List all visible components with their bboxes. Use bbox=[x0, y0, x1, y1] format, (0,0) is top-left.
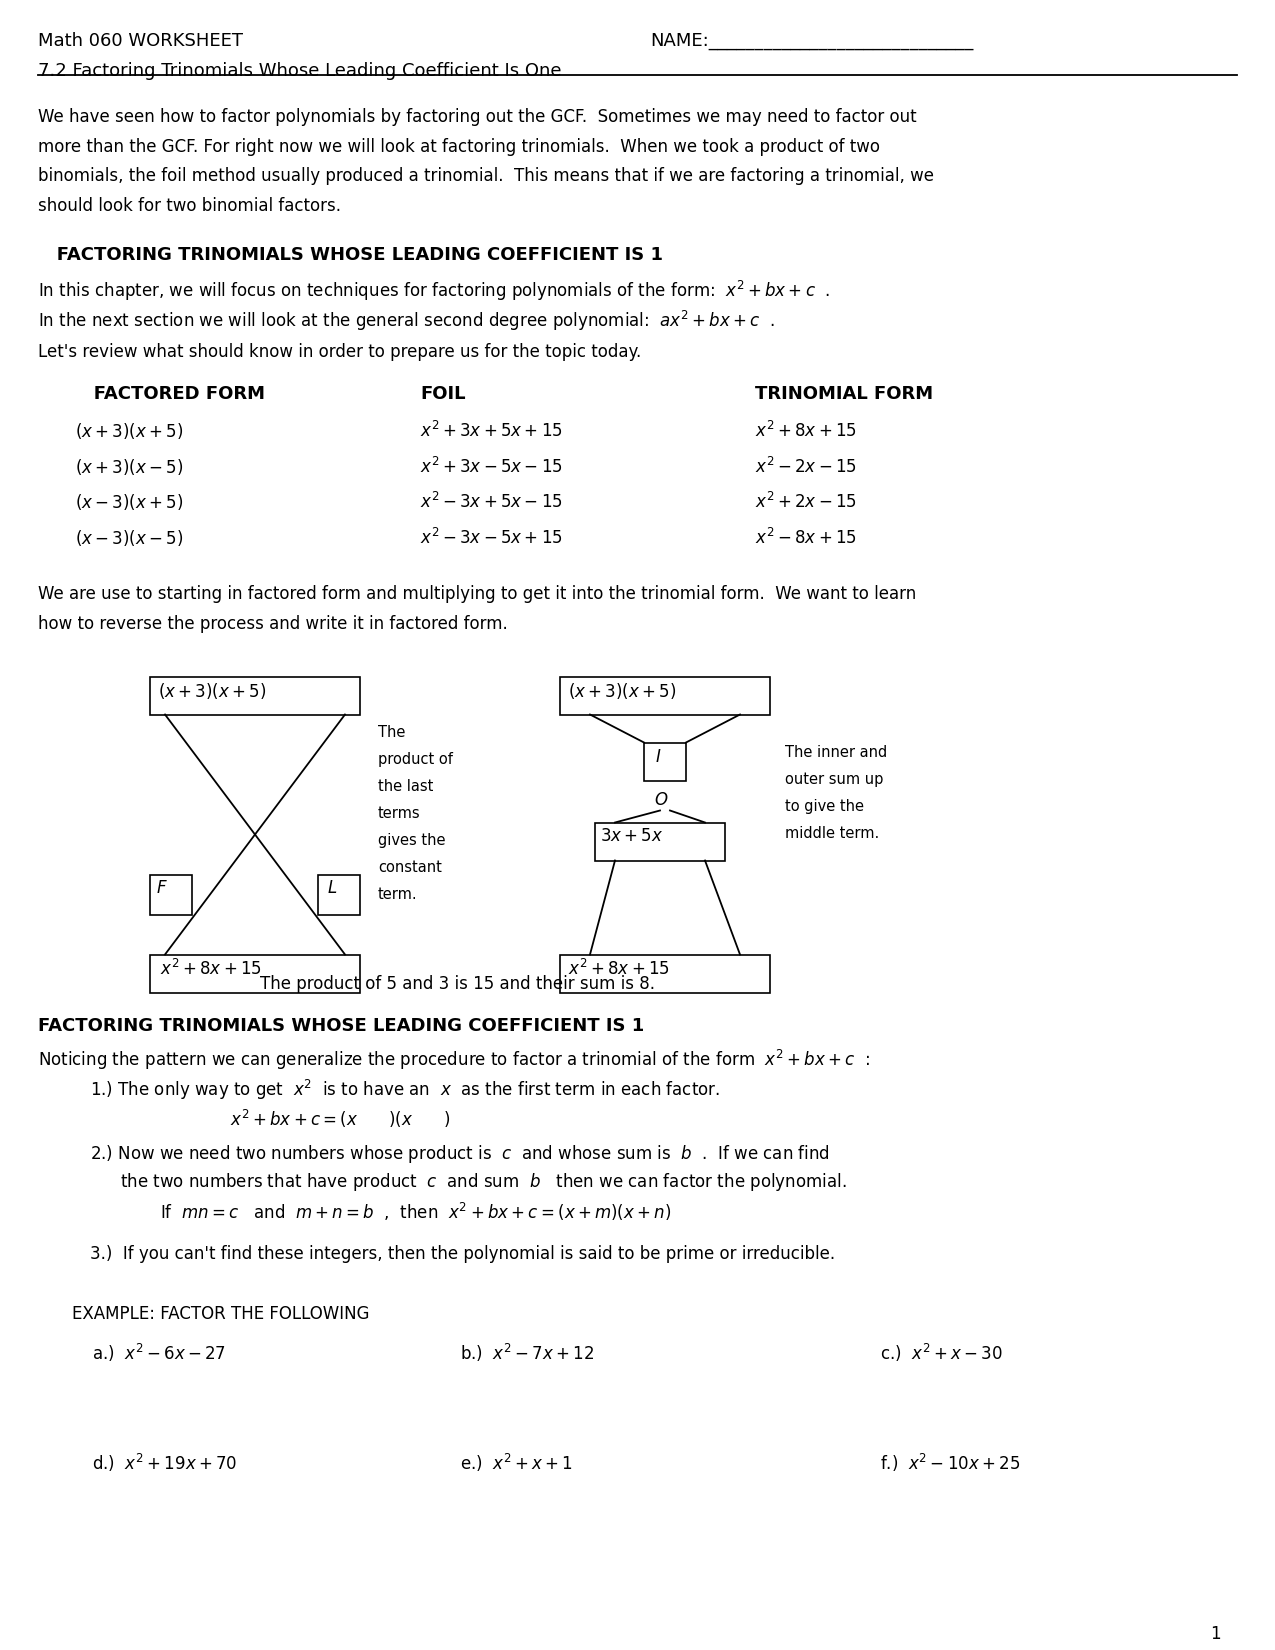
Text: FACTORED FORM: FACTORED FORM bbox=[75, 384, 265, 403]
Text: The inner and: The inner and bbox=[785, 744, 887, 759]
Bar bbox=[560, 954, 770, 993]
Text: e.)  $x^2+x+1$: e.) $x^2+x+1$ bbox=[460, 1452, 572, 1473]
Text: product of: product of bbox=[377, 751, 453, 767]
Bar bbox=[644, 742, 686, 780]
Text: $x^2-2x-15$: $x^2-2x-15$ bbox=[755, 457, 857, 477]
Text: $(x-3)(x-5)$: $(x-3)(x-5)$ bbox=[75, 528, 184, 548]
Text: FACTORING TRINOMIALS WHOSE LEADING COEFFICIENT IS 1: FACTORING TRINOMIALS WHOSE LEADING COEFF… bbox=[38, 1016, 644, 1035]
Bar bbox=[150, 954, 360, 993]
Text: F: F bbox=[157, 878, 167, 896]
Text: NAME:_____________________________: NAME:_____________________________ bbox=[650, 31, 973, 50]
Text: Noticing the pattern we can generalize the procedure to factor a trinomial of th: Noticing the pattern we can generalize t… bbox=[38, 1048, 870, 1071]
Text: $(x+3)(x-5)$: $(x+3)(x-5)$ bbox=[75, 457, 184, 477]
Text: $x^2+8x+15$: $x^2+8x+15$ bbox=[159, 959, 261, 978]
Text: FOIL: FOIL bbox=[419, 384, 465, 403]
Text: gives the: gives the bbox=[377, 833, 445, 848]
Text: terms: terms bbox=[377, 805, 421, 820]
Text: middle term.: middle term. bbox=[785, 825, 880, 840]
Text: a.)  $x^2-6x-27$: a.) $x^2-6x-27$ bbox=[92, 1341, 226, 1363]
Bar bbox=[150, 676, 360, 714]
Text: L: L bbox=[328, 878, 338, 896]
Text: term.: term. bbox=[377, 886, 418, 901]
Text: 1: 1 bbox=[1210, 1625, 1220, 1643]
Bar bbox=[595, 822, 725, 861]
Text: $x^2+3x-5x-15$: $x^2+3x-5x-15$ bbox=[419, 457, 562, 477]
Text: 7.2 Factoring Trinomials Whose Leading Coefficient Is One: 7.2 Factoring Trinomials Whose Leading C… bbox=[38, 63, 561, 79]
Text: The product of 5 and 3 is 15 and their sum is 8.: The product of 5 and 3 is 15 and their s… bbox=[260, 975, 655, 993]
Text: outer sum up: outer sum up bbox=[785, 772, 884, 787]
Text: In the next section we will look at the general second degree polynomial:  $ax^2: In the next section we will look at the … bbox=[38, 309, 775, 333]
Text: more than the GCF. For right now we will look at factoring trinomials.  When we : more than the GCF. For right now we will… bbox=[38, 137, 880, 155]
Text: EXAMPLE: FACTOR THE FOLLOWING: EXAMPLE: FACTOR THE FOLLOWING bbox=[71, 1305, 370, 1323]
Text: We have seen how to factor polynomials by factoring out the GCF.  Sometimes we m: We have seen how to factor polynomials b… bbox=[38, 107, 917, 125]
Text: the two numbers that have product  $c$  and sum  $b$   then we can factor the po: the two numbers that have product $c$ an… bbox=[120, 1170, 847, 1193]
Text: $x^2-3x-5x+15$: $x^2-3x-5x+15$ bbox=[419, 528, 562, 548]
Bar bbox=[560, 676, 770, 714]
Text: FACTORING TRINOMIALS WHOSE LEADING COEFFICIENT IS 1: FACTORING TRINOMIALS WHOSE LEADING COEFF… bbox=[38, 246, 663, 264]
Text: We are use to starting in factored form and multiplying to get it into the trino: We are use to starting in factored form … bbox=[38, 586, 917, 602]
Text: $(x+3)(x+5)$: $(x+3)(x+5)$ bbox=[75, 421, 184, 441]
Text: to give the: to give the bbox=[785, 799, 864, 813]
Text: $x^2-8x+15$: $x^2-8x+15$ bbox=[755, 528, 857, 548]
Bar bbox=[317, 874, 360, 914]
Text: Let's review what should know in order to prepare us for the topic today.: Let's review what should know in order t… bbox=[38, 343, 641, 361]
Text: $x^2+8x+15$: $x^2+8x+15$ bbox=[567, 959, 669, 978]
Text: $x^2+bx+c = (x\quad\quad)(x\quad\quad)$: $x^2+bx+c = (x\quad\quad)(x\quad\quad)$ bbox=[230, 1107, 451, 1130]
Text: Math 060 WORKSHEET: Math 060 WORKSHEET bbox=[38, 31, 244, 50]
Bar bbox=[150, 874, 193, 914]
Text: $x^2+8x+15$: $x^2+8x+15$ bbox=[755, 421, 857, 441]
Text: the last: the last bbox=[377, 779, 434, 794]
Text: d.)  $x^2+19x+70$: d.) $x^2+19x+70$ bbox=[92, 1452, 237, 1473]
Text: c.)  $x^2+x-30$: c.) $x^2+x-30$ bbox=[880, 1341, 1002, 1363]
Text: TRINOMIAL FORM: TRINOMIAL FORM bbox=[755, 384, 933, 403]
Text: $(x-3)(x+5)$: $(x-3)(x+5)$ bbox=[75, 492, 184, 512]
Text: 1.) The only way to get  $x^2$  is to have an  $x$  as the first term in each fa: 1.) The only way to get $x^2$ is to have… bbox=[91, 1077, 720, 1102]
Text: how to reverse the process and write it in factored form.: how to reverse the process and write it … bbox=[38, 614, 507, 632]
Text: f.)  $x^2-10x+25$: f.) $x^2-10x+25$ bbox=[880, 1452, 1020, 1473]
Text: $x^2+3x+5x+15$: $x^2+3x+5x+15$ bbox=[419, 421, 562, 441]
Text: binomials, the foil method usually produced a trinomial.  This means that if we : binomials, the foil method usually produ… bbox=[38, 167, 935, 185]
Text: $(x+3)(x+5)$: $(x+3)(x+5)$ bbox=[567, 680, 676, 701]
Text: The: The bbox=[377, 724, 405, 739]
Text: $x^2-3x+5x-15$: $x^2-3x+5x-15$ bbox=[419, 492, 562, 512]
Text: If  $mn = c$   and  $m+n = b$  ,  then  $x^2+bx+c = (x+m)(x+n)$: If $mn = c$ and $m+n = b$ , then $x^2+bx… bbox=[159, 1201, 672, 1223]
Text: 2.) Now we need two numbers whose product is  $c$  and whose sum is  $b$  .  If : 2.) Now we need two numbers whose produc… bbox=[91, 1142, 830, 1165]
Text: O: O bbox=[654, 790, 667, 808]
Text: I: I bbox=[657, 747, 660, 766]
Text: 3.)  If you can't find these integers, then the polynomial is said to be prime o: 3.) If you can't find these integers, th… bbox=[91, 1244, 835, 1262]
Text: $(x+3)(x+5)$: $(x+3)(x+5)$ bbox=[158, 680, 266, 701]
Text: $3x+5x$: $3x+5x$ bbox=[601, 827, 663, 845]
Text: should look for two binomial factors.: should look for two binomial factors. bbox=[38, 196, 340, 214]
Text: constant: constant bbox=[377, 860, 442, 874]
Text: b.)  $x^2-7x+12$: b.) $x^2-7x+12$ bbox=[460, 1341, 594, 1363]
Text: $x^2+2x-15$: $x^2+2x-15$ bbox=[755, 492, 857, 512]
Text: In this chapter, we will focus on techniques for factoring polynomials of the fo: In this chapter, we will focus on techni… bbox=[38, 279, 830, 304]
